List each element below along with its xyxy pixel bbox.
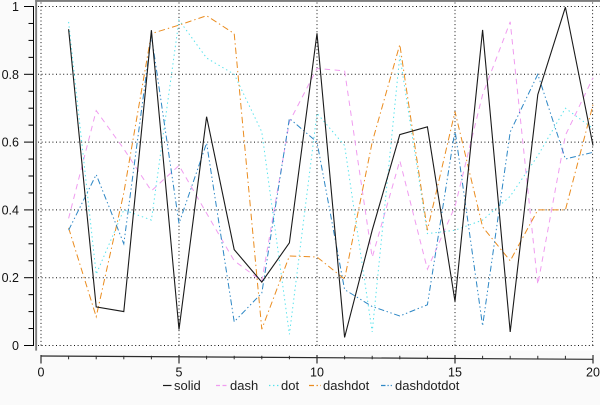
- svg-text:dash: dash: [230, 378, 258, 393]
- svg-text:0: 0: [12, 339, 19, 353]
- svg-text:1: 1: [12, 0, 19, 14]
- svg-text:dashdot: dashdot: [323, 378, 370, 393]
- svg-text:dot: dot: [281, 378, 299, 393]
- svg-text:0.8: 0.8: [2, 68, 19, 82]
- svg-text:dashdotdot: dashdotdot: [395, 378, 460, 393]
- svg-text:0.2: 0.2: [2, 271, 19, 285]
- svg-text:20: 20: [586, 366, 600, 380]
- svg-text:5: 5: [176, 366, 183, 380]
- svg-text:0: 0: [38, 366, 45, 380]
- svg-text:0.4: 0.4: [2, 203, 19, 217]
- svg-text:solid: solid: [174, 378, 201, 393]
- svg-text:10: 10: [310, 366, 324, 380]
- svg-text:0.6: 0.6: [2, 136, 19, 150]
- svg-text:15: 15: [448, 366, 462, 380]
